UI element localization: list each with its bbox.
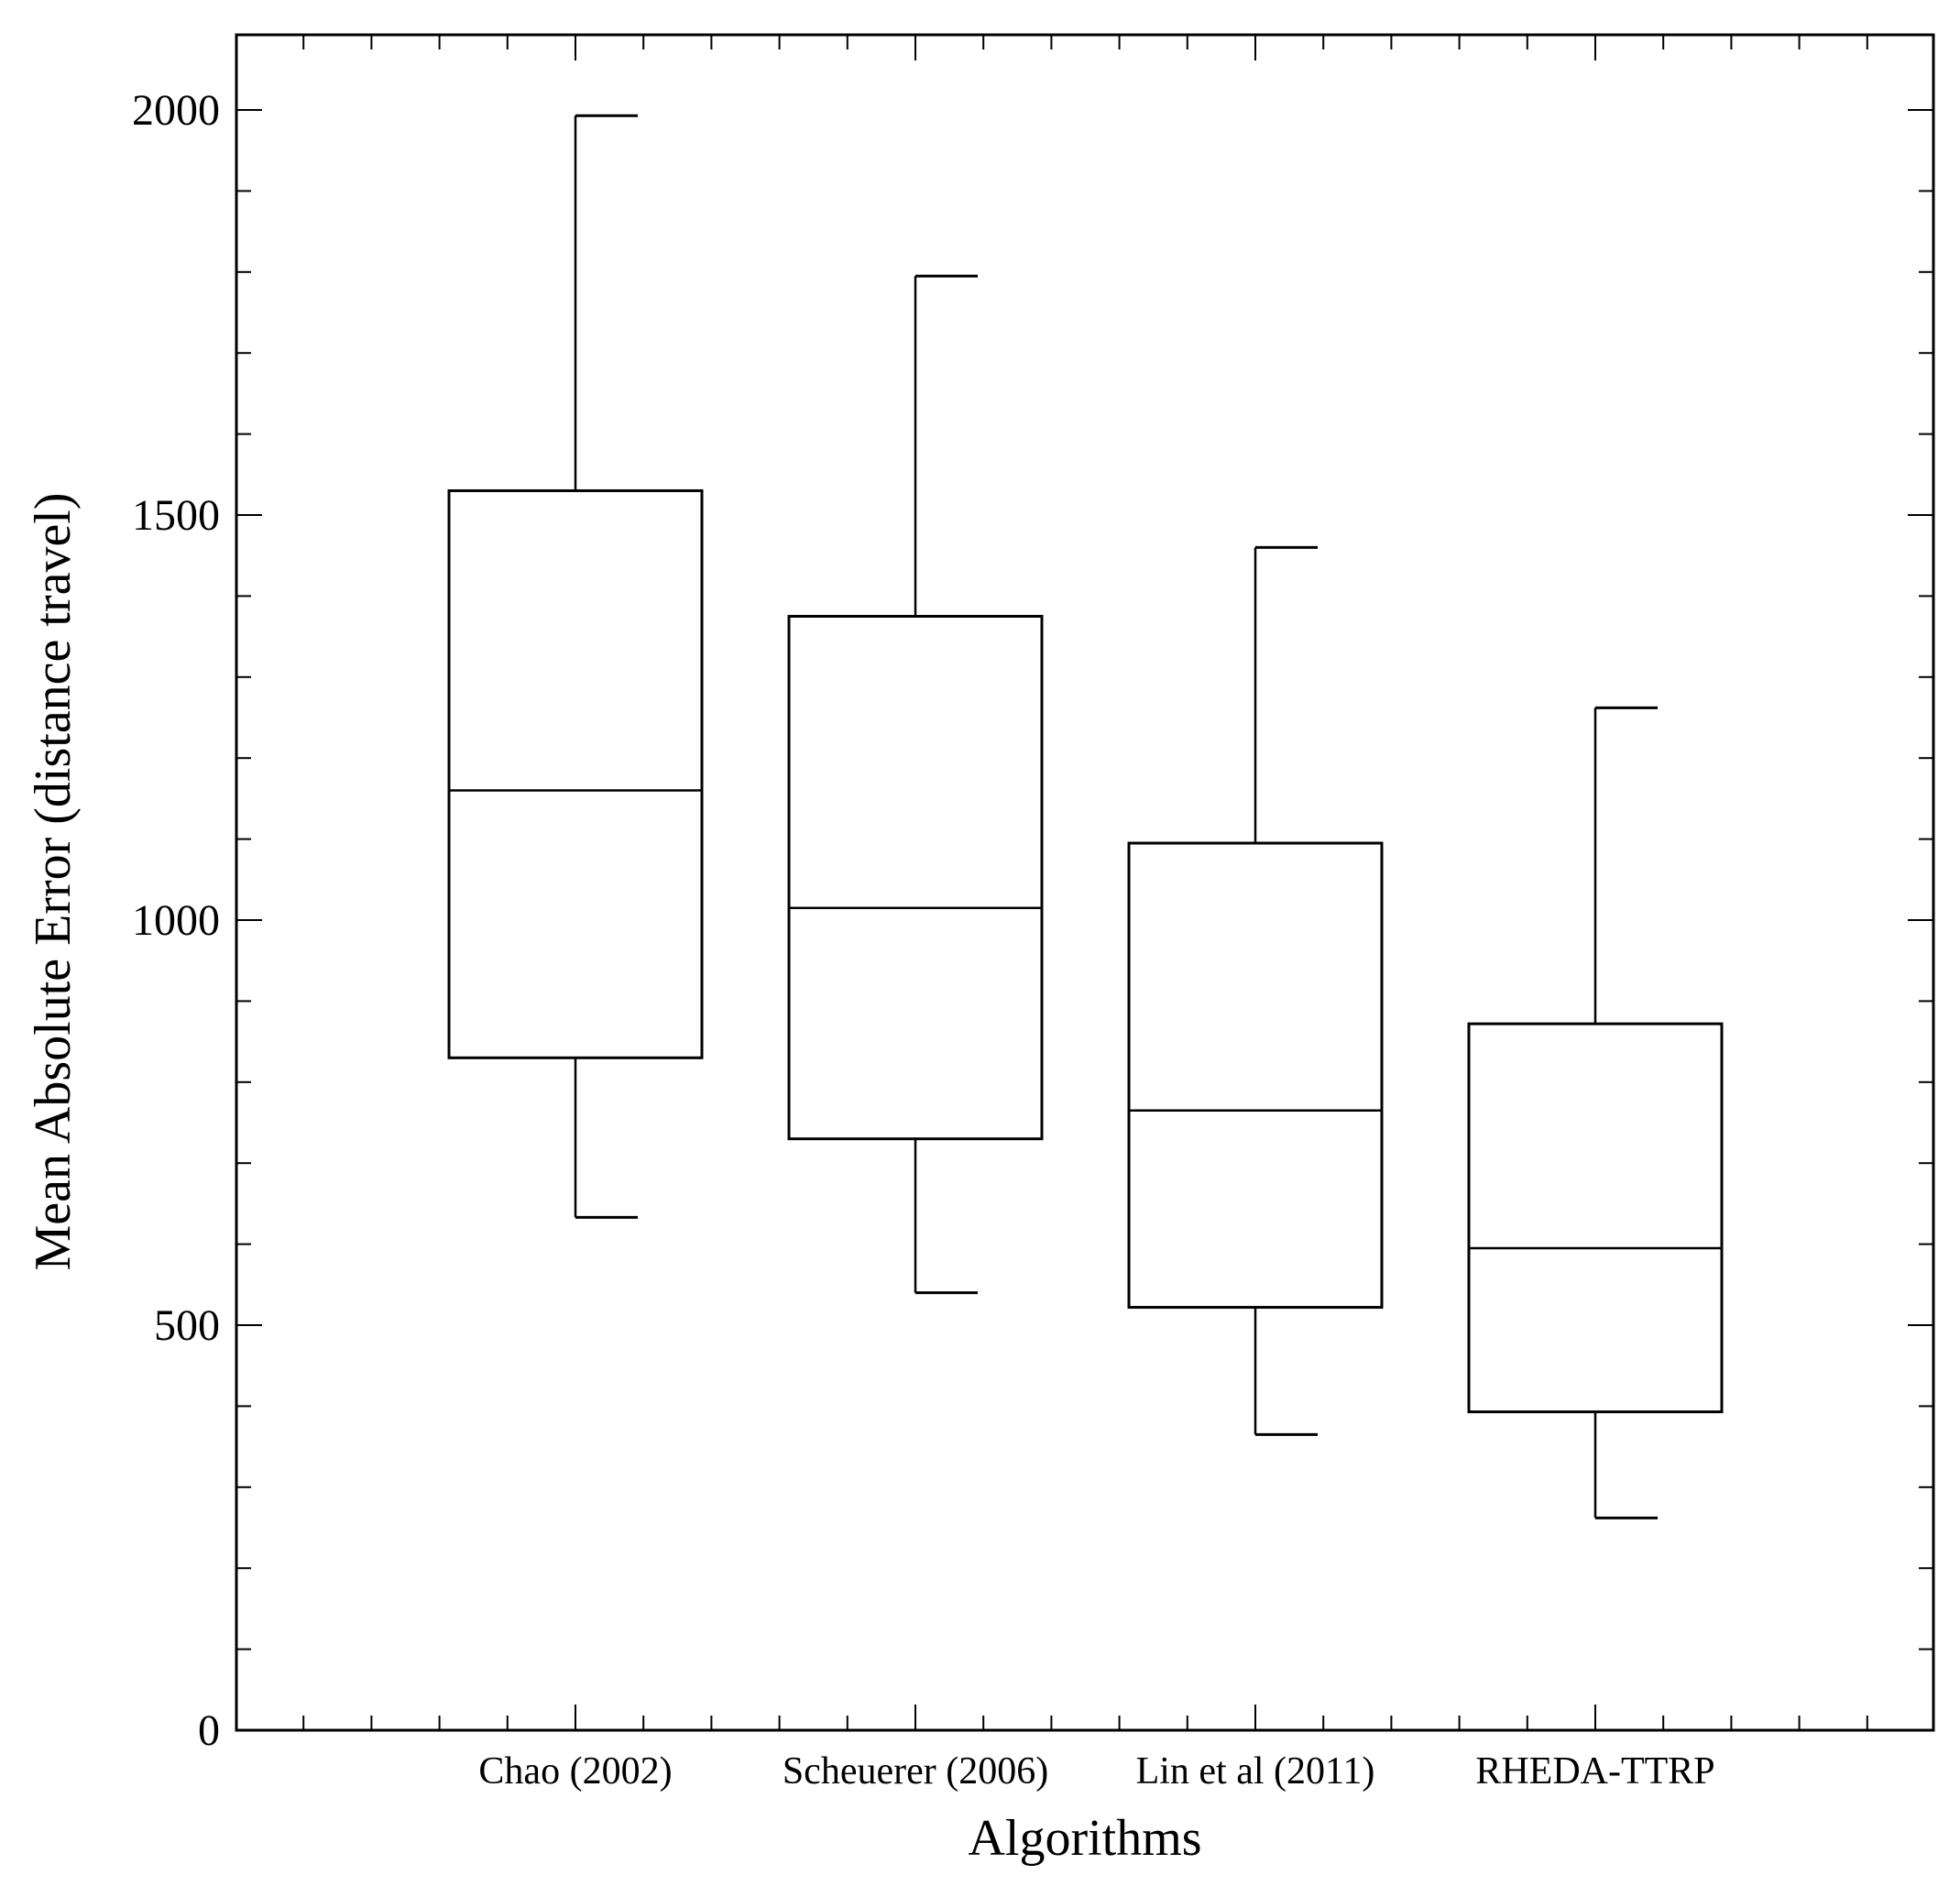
y-tick-label: 500 bbox=[154, 1301, 220, 1350]
box-iqr bbox=[1467, 1022, 1724, 1414]
x-tick-label: Chao (2002) bbox=[478, 1750, 672, 1793]
plot-frame bbox=[235, 33, 1935, 1732]
y-tick-label: 0 bbox=[198, 1706, 220, 1755]
box-3 bbox=[1467, 706, 1724, 1519]
y-axis-title: Mean Absolute Error (distance travel) bbox=[25, 492, 82, 1270]
boxes bbox=[447, 114, 1724, 1519]
box-0 bbox=[447, 114, 704, 1219]
x-tick-label: RHEDA-TTRP bbox=[1475, 1750, 1714, 1793]
box-2 bbox=[1127, 545, 1384, 1436]
x-tick-label: Scheuerer (2006) bbox=[783, 1750, 1048, 1793]
axis-ticks bbox=[236, 35, 1933, 1731]
y-tick-label: 1000 bbox=[132, 896, 220, 945]
box-iqr bbox=[787, 615, 1044, 1141]
x-axis-title: Algorithms bbox=[968, 1810, 1201, 1867]
y-tick-label: 2000 bbox=[132, 86, 220, 135]
y-tick-label: 1500 bbox=[132, 491, 220, 540]
box-iqr bbox=[1127, 841, 1384, 1310]
box-1 bbox=[787, 274, 1044, 1295]
x-tick-label: Lin et al (2011) bbox=[1136, 1750, 1375, 1793]
box-iqr bbox=[447, 488, 704, 1059]
y-tick-labels: 0 500 1000 1500 2000 bbox=[132, 86, 220, 1755]
x-tick-labels: Chao (2002) Scheuerer (2006) Lin et al (20… bbox=[478, 1750, 1714, 1793]
